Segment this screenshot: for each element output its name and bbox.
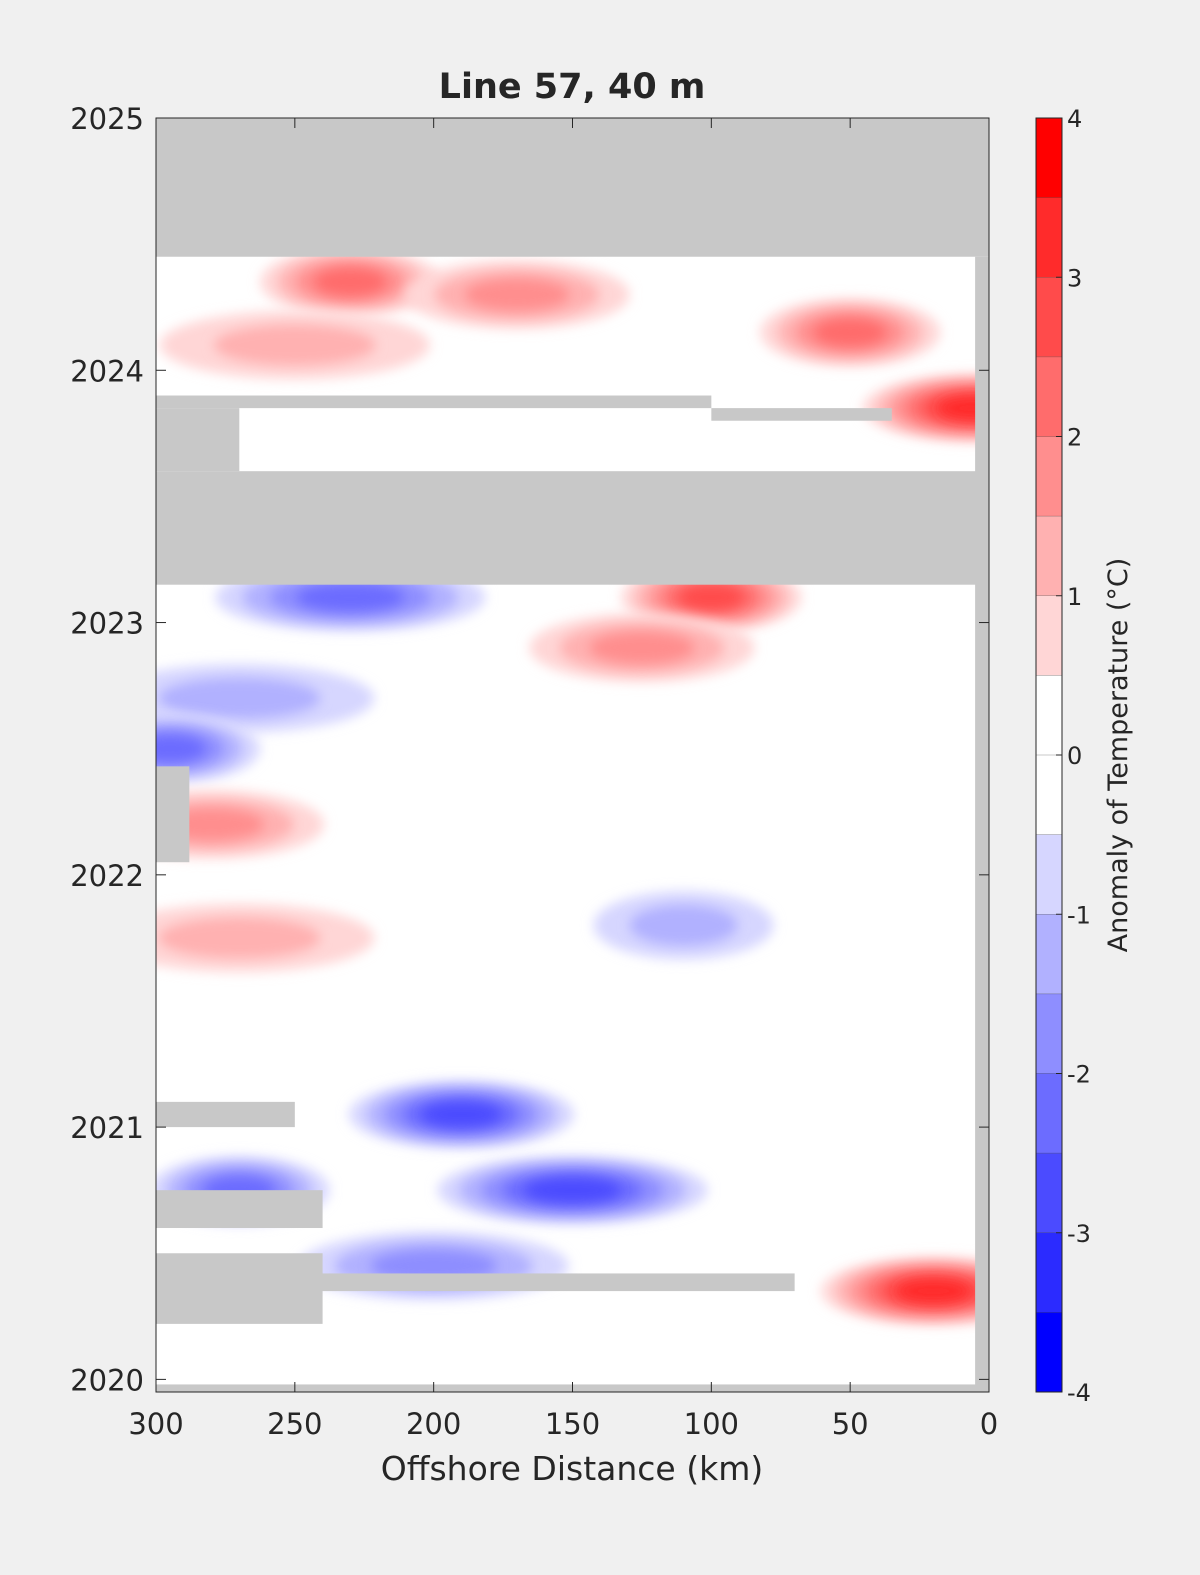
- contour-level: [156, 735, 206, 763]
- y-tick-label: 2023: [70, 607, 144, 641]
- x-tick-label: 0: [980, 1407, 998, 1441]
- x-tick-label: 50: [832, 1407, 869, 1441]
- contour-level: [678, 585, 744, 610]
- contour-level: [814, 318, 887, 347]
- contour-level: [589, 631, 695, 664]
- y-tick-label: 2024: [70, 354, 144, 388]
- x-tick-label: 100: [684, 1407, 739, 1441]
- colorbar-level: [1036, 1232, 1062, 1313]
- colorbar-level: [1036, 914, 1062, 994]
- missing-data-region: [156, 471, 989, 585]
- colorbar-label: Anomaly of Temperature (°C): [1103, 558, 1134, 953]
- colorbar-level: [1036, 118, 1062, 198]
- anomaly-feature: [159, 311, 430, 380]
- anomaly-feature: [437, 1156, 708, 1225]
- anomaly-feature: [404, 260, 630, 329]
- missing-data-region: [711, 408, 892, 421]
- missing-data-region: [156, 766, 190, 863]
- colorbar-level: [1036, 1153, 1062, 1233]
- colorbar-tick-label: 0: [1067, 742, 1082, 770]
- anomaly-feature: [156, 903, 375, 972]
- missing-data-region: [156, 1253, 323, 1324]
- y-tick-label: 2022: [70, 859, 144, 893]
- colorbar-tick-label: 4: [1067, 105, 1082, 133]
- contour-level: [629, 904, 738, 946]
- missing-data-region: [156, 1101, 295, 1128]
- missing-data-region: [975, 256, 989, 1392]
- anomaly-feature: [760, 298, 941, 367]
- anomaly-feature: [156, 664, 375, 733]
- colorbar-level: [1036, 1312, 1062, 1392]
- x-tick-label: 300: [128, 1407, 183, 1441]
- missing-data-region: [156, 118, 989, 257]
- anomaly-contours: [156, 247, 989, 1326]
- y-tick-label: 2025: [70, 102, 144, 136]
- anomaly-feature: [156, 714, 260, 783]
- anomaly-feature: [348, 1080, 574, 1149]
- x-tick-label: 200: [406, 1407, 461, 1441]
- chart-title: Line 57, 40 m: [439, 67, 706, 107]
- colorbar-tick-label: 3: [1067, 264, 1082, 292]
- colorbar-level: [1036, 197, 1062, 278]
- colorbar-tick-label: 1: [1067, 583, 1082, 611]
- y-tick-label: 2021: [70, 1111, 144, 1145]
- anomaly-feature: [260, 247, 441, 316]
- colorbar-level: [1036, 834, 1062, 915]
- anomaly-feature: [821, 1257, 989, 1326]
- colorbar-tick-label: -3: [1067, 1220, 1091, 1248]
- colorbar-levels: [1036, 118, 1062, 1393]
- y-tick-label: 2020: [70, 1363, 144, 1397]
- colorbar-level: [1036, 675, 1062, 755]
- colorbar-level: [1036, 993, 1062, 1074]
- colorbar-level: [1036, 755, 1062, 835]
- contour-level: [296, 583, 405, 611]
- contour-level: [523, 1177, 622, 1203]
- anomaly-feature: [862, 374, 989, 443]
- plot-area: 300 250 200 150 100 50 0 202020212022202320242…: [70, 102, 998, 1441]
- contour-level: [158, 917, 321, 959]
- x-axis-label: Offshore Distance (km): [381, 1449, 763, 1488]
- colorbar-level: [1036, 1073, 1062, 1154]
- contour-level: [158, 677, 321, 719]
- colorbar-tick-label: 2: [1067, 424, 1082, 452]
- missing-data-regions: [156, 118, 989, 1392]
- x-axis-ticks: 300 250 200 150 100 50 0: [128, 118, 998, 1441]
- anomaly-feature: [593, 891, 774, 960]
- colorbar-level: [1036, 436, 1062, 517]
- colorbar: 4 3 2 1 0 -1 -2 -3 -4 Anomaly of Temperature (°C…: [1035, 105, 1134, 1407]
- colorbar-tick-label: -2: [1067, 1061, 1091, 1089]
- contour-level: [464, 278, 570, 311]
- colorbar-ticks: 4 3 2 1 0 -1 -2 -3 -4: [1056, 105, 1091, 1407]
- missing-data-region: [156, 395, 712, 409]
- contour-level: [314, 268, 387, 296]
- contour-level: [213, 324, 376, 366]
- colorbar-level: [1036, 516, 1062, 596]
- x-tick-label: 250: [267, 1407, 322, 1441]
- x-tick-label: 150: [545, 1407, 600, 1441]
- y-axis-ticks: 2020 2021 2022 2023 2024 2025: [70, 102, 989, 1397]
- colorbar-tick-label: -1: [1067, 901, 1091, 929]
- anomaly-feature: [529, 613, 755, 682]
- colorbar-tick-label: -4: [1067, 1379, 1091, 1407]
- anomaly-feature: [156, 790, 324, 859]
- contour-level: [420, 1102, 502, 1127]
- contour-level: [895, 1279, 971, 1303]
- colorbar-level: [1036, 595, 1062, 676]
- colorbar-level: [1036, 277, 1062, 357]
- colorbar-level: [1036, 356, 1062, 437]
- missing-data-region: [156, 1190, 323, 1229]
- missing-data-region: [156, 408, 240, 472]
